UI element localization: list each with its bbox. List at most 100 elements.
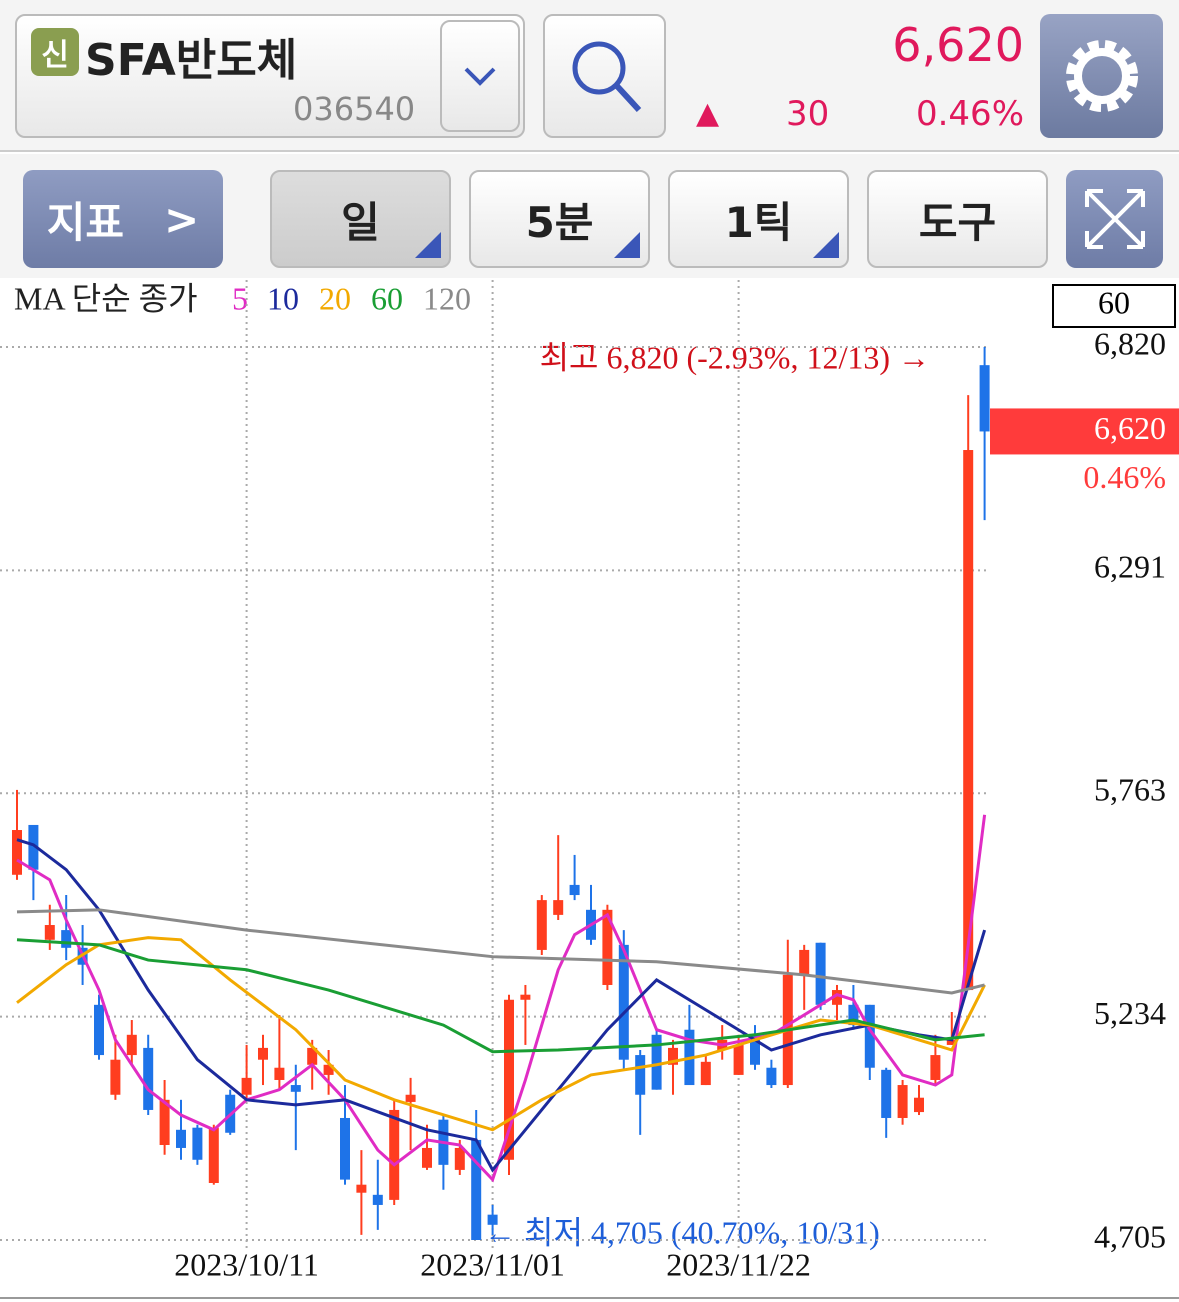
candle-body: [44, 925, 55, 940]
search-icon: [572, 41, 641, 113]
candle-body: [504, 999, 514, 1160]
candle-body: [733, 1044, 744, 1075]
ma-title: MA 단순 종가: [14, 280, 198, 316]
candle-body: [618, 944, 629, 1060]
indicator-button[interactable]: 지표 >: [23, 170, 223, 268]
chevron-icon: [464, 67, 496, 86]
candle-body: [208, 1127, 219, 1183]
stock-code: 036540: [293, 90, 416, 128]
y-tick-label: 4,705: [1094, 1218, 1166, 1254]
candle-body: [143, 1047, 154, 1110]
candle-body: [126, 1034, 137, 1056]
visible-count: 60: [1098, 284, 1130, 320]
candle-body: [668, 1047, 678, 1065]
candle-body: [635, 1055, 646, 1095]
tick-label: 1틱: [724, 197, 793, 247]
candle-body: [258, 1047, 268, 1060]
candle-body: [963, 450, 974, 991]
price: 6,620: [892, 18, 1024, 72]
candle-body: [422, 1147, 432, 1168]
y-tick-label: 6,820: [1094, 325, 1166, 361]
candle-body: [340, 1117, 350, 1180]
price-marker-label: 6,620: [1094, 410, 1166, 446]
ma-line: [16, 938, 985, 1054]
candle-body: [700, 1061, 711, 1086]
candle-body: [864, 1004, 875, 1068]
period-label: 일: [341, 197, 380, 247]
period-button[interactable]: 일: [270, 170, 451, 268]
candle-body: [323, 1064, 334, 1075]
count-box[interactable]: [1052, 284, 1176, 328]
change-arrow: ▲: [696, 96, 720, 131]
stock-name: SFA반도체: [85, 35, 298, 86]
candle-body: [94, 1004, 104, 1056]
legend-entry: 60: [371, 280, 403, 316]
candle-body: [979, 365, 990, 432]
candle-body: [389, 1109, 400, 1200]
tick-button[interactable]: 1틱: [668, 170, 849, 268]
expand-icon: [1084, 189, 1145, 249]
candle-body: [815, 942, 826, 1005]
ma-line: [16, 908, 985, 995]
stock-selector[interactable]: 신 SFA반도체 036540: [15, 14, 525, 138]
candle-body: [536, 900, 547, 950]
ma-line: [16, 838, 987, 1173]
candle-body: [471, 1139, 482, 1240]
tools-label: 도구: [918, 197, 997, 247]
candle-body: [946, 1039, 957, 1045]
toolbar: 지표 > 일 5분 1틱 도구: [0, 154, 1179, 278]
search-button[interactable]: [543, 14, 666, 138]
x-tick-label: 2023/11/01: [420, 1246, 565, 1282]
ma-line: [16, 814, 987, 1183]
candle-body: [274, 1067, 285, 1080]
candle-body: [651, 1034, 662, 1090]
candle-body: [766, 1067, 777, 1086]
candle-body: [28, 824, 39, 870]
candle-body: [241, 1077, 252, 1095]
candle-body: [61, 930, 72, 948]
candle-body: [176, 1129, 186, 1148]
candle-body: [405, 1094, 416, 1102]
header: 신 SFA반도체 036540 6,620 ▲ 30 0.46%: [0, 0, 1179, 152]
price-marker: [990, 408, 1179, 455]
candle-body: [602, 909, 613, 985]
high-annotation: 최고 6,820 (-2.93%, 12/13) →: [540, 339, 930, 375]
candle-body: [290, 1085, 301, 1092]
arrow-icon: >: [164, 194, 200, 244]
candle-body: [914, 1097, 924, 1113]
candle-body: [454, 1147, 465, 1170]
y-tick-label: 5,234: [1094, 995, 1166, 1031]
settings-button[interactable]: [1040, 14, 1163, 138]
dropdown-button[interactable]: [440, 20, 520, 132]
legend-entry: 20: [319, 280, 351, 316]
candle-body: [569, 884, 580, 896]
candle-body: [307, 1047, 318, 1065]
candle-body: [520, 994, 531, 1000]
candle-body: [799, 949, 810, 975]
candle-body: [848, 1004, 859, 1026]
candle-body: [356, 1184, 367, 1193]
candle-body: [897, 1085, 908, 1118]
candle-body: [930, 1055, 941, 1080]
expand-button[interactable]: [1066, 170, 1163, 268]
minute-button[interactable]: 5분: [469, 170, 650, 268]
ma-line: [16, 936, 986, 1132]
y-tick-label: 6,291: [1094, 549, 1166, 585]
legend-entry: 5: [232, 280, 248, 316]
candle-body: [553, 900, 564, 915]
candle-body: [110, 1059, 121, 1095]
minute-label: 5분: [525, 197, 594, 247]
x-tick-label: 2023/11/22: [666, 1246, 811, 1282]
candle-body: [832, 990, 842, 1005]
candle-body: [487, 1214, 498, 1225]
indicator-label: 지표: [46, 197, 125, 247]
x-tick-label: 2023/10/11: [174, 1246, 319, 1282]
badge: 신: [31, 28, 79, 76]
change: 30: [786, 94, 830, 134]
tools-button[interactable]: 도구: [867, 170, 1048, 268]
price-marker-change: 0.46%: [1083, 459, 1166, 495]
legend-entry: 10: [267, 280, 299, 316]
y-tick-label: 5,763: [1094, 772, 1166, 808]
